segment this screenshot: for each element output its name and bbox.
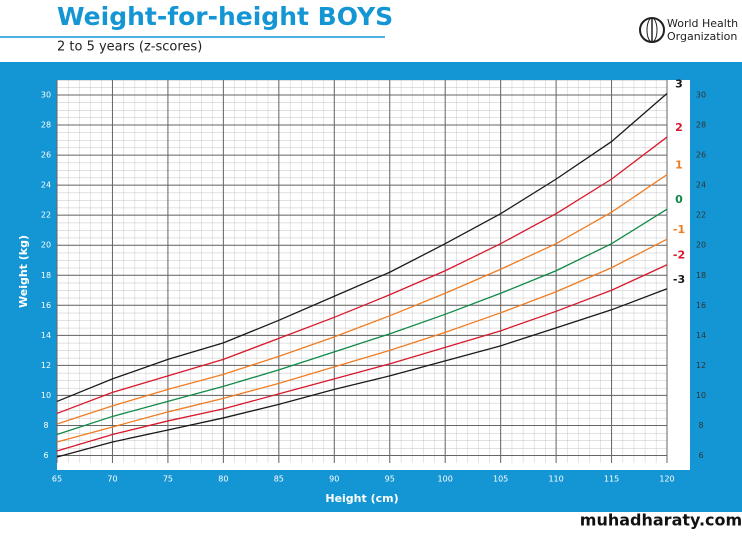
series-line — [56, 238, 668, 443]
y-tick-label-right: 30 — [696, 91, 706, 100]
series-line — [56, 174, 668, 425]
y-tick-label: 24 — [41, 181, 51, 190]
y-tick-label-right: 10 — [696, 391, 706, 400]
series-line — [56, 208, 668, 436]
x-tick-label: 105 — [493, 475, 508, 484]
z-score-label: -1 — [673, 223, 685, 236]
y-tick-label: 6 — [43, 451, 48, 460]
y-tick-label: 28 — [41, 121, 51, 130]
x-tick-label: 110 — [548, 475, 563, 484]
x-axis-label: Height (cm) — [325, 492, 398, 505]
x-tick-label: 90 — [329, 475, 339, 484]
x-tick-label: 100 — [438, 475, 453, 484]
series-line — [56, 93, 668, 403]
z-score-label: -3 — [673, 273, 685, 286]
org-name: Organization — [667, 30, 737, 43]
y-tick-label: 22 — [41, 211, 51, 220]
y-tick-label-right: 6 — [698, 451, 703, 460]
series-line — [56, 288, 668, 458]
z-score-label: 0 — [675, 193, 683, 206]
series-line — [56, 264, 668, 452]
y-tick-label-right: 24 — [696, 181, 706, 190]
y-tick-label: 30 — [41, 91, 51, 100]
y-tick-label-right: 22 — [696, 211, 706, 220]
series-line — [56, 136, 668, 415]
y-axis-label: Weight (kg) — [17, 235, 30, 308]
y-tick-label: 16 — [41, 301, 51, 310]
y-tick-label-right: 20 — [696, 241, 706, 250]
x-tick-label: 85 — [274, 475, 284, 484]
subtitle: 2 to 5 years (z-scores) — [57, 40, 202, 55]
org-name: World Health — [667, 17, 738, 30]
x-tick-label: 70 — [107, 475, 117, 484]
z-score-label: 2 — [675, 121, 683, 134]
x-tick-label: 120 — [659, 475, 674, 484]
watermark: muhadharaty.com — [580, 511, 742, 530]
y-tick-label-right: 26 — [696, 151, 706, 160]
y-tick-label-right: 14 — [696, 331, 706, 340]
z-score-label: 3 — [675, 78, 683, 91]
y-tick-label: 18 — [41, 271, 51, 280]
y-tick-label: 26 — [41, 151, 51, 160]
y-tick-label: 12 — [41, 361, 51, 370]
x-tick-label: 115 — [604, 475, 619, 484]
y-tick-label-right: 8 — [698, 421, 703, 430]
y-tick-label: 10 — [41, 391, 51, 400]
z-score-label: 1 — [675, 159, 683, 172]
x-tick-label: 80 — [218, 475, 228, 484]
y-tick-label-right: 18 — [696, 271, 706, 280]
x-tick-label: 65 — [52, 475, 62, 484]
x-tick-label: 75 — [163, 475, 173, 484]
y-tick-label-right: 16 — [696, 301, 706, 310]
who-logo — [639, 17, 665, 43]
y-tick-label: 8 — [43, 421, 48, 430]
y-tick-label: 14 — [41, 331, 51, 340]
y-tick-label-right: 12 — [696, 361, 706, 370]
y-tick-label: 20 — [41, 241, 51, 250]
z-score-label: -2 — [673, 249, 685, 262]
y-tick-label-right: 28 — [696, 121, 706, 130]
title: Weight-for-height BOYS — [57, 2, 393, 31]
minor-grid — [57, 80, 667, 463]
x-tick-label: 95 — [385, 475, 395, 484]
